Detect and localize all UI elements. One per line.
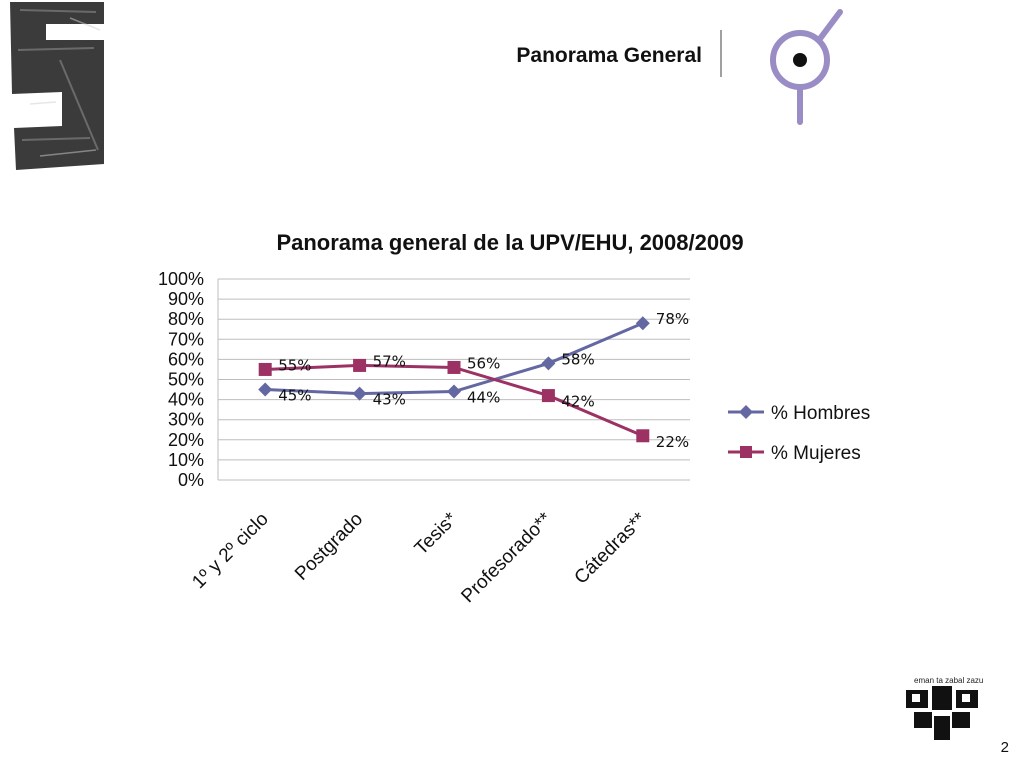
y-tick-label: 80% [168, 309, 204, 329]
y-tick-label: 40% [168, 390, 204, 410]
data-label-mujeres: 22% [656, 433, 689, 451]
x-tick-label: Cátedras** [571, 508, 651, 588]
data-label-mujeres: 56% [467, 354, 500, 372]
data-point-hombres [447, 384, 461, 399]
page-title: Panorama General [516, 44, 702, 67]
x-tick-label: Profesorado** [457, 508, 556, 607]
corner-brand-mark [10, 2, 104, 170]
chart-gridlines [217, 278, 690, 481]
chart-title: Panorama general de la UPV/EHU, 2008/200… [276, 230, 743, 255]
x-axis-ticks: 1º y 2º ciclo Postgrado Tesis*Profesorado*… [188, 508, 650, 607]
data-point-mujeres [636, 429, 650, 443]
data-point-hombres [258, 382, 273, 397]
legend-label-mujeres: % Mujeres [771, 443, 861, 464]
chart-legend: % Hombres % Mujeres [728, 403, 870, 464]
x-tick-label: Tesis* [411, 508, 462, 559]
data-point-hombres [352, 386, 367, 401]
data-label-hombres: 78% [656, 310, 689, 328]
section-logo-icon [770, 9, 843, 125]
y-tick-label: 10% [168, 450, 204, 470]
legend-label-hombres: % Hombres [771, 403, 870, 424]
data-label-mujeres: 42% [561, 393, 594, 411]
header-divider [720, 30, 722, 77]
x-tick-label: 1º y 2º ciclo [188, 509, 272, 593]
data-point-mujeres [353, 358, 367, 372]
y-tick-label: 90% [168, 289, 204, 309]
data-point-mujeres [447, 360, 461, 374]
x-tick-label: Postgrado [291, 509, 367, 585]
university-motto: eman ta zabal zazu [914, 676, 984, 685]
data-label-mujeres: 57% [373, 352, 406, 370]
y-tick-label: 30% [168, 410, 204, 430]
data-label-hombres: 45% [278, 387, 311, 405]
legend-marker-hombres [739, 405, 753, 419]
data-label-mujeres: 55% [278, 356, 311, 374]
data-label-hombres: 43% [373, 391, 406, 409]
data-point-hombres [541, 356, 556, 371]
data-point-mujeres [258, 362, 272, 376]
data-point-mujeres [541, 389, 555, 403]
data-label-hombres: 58% [561, 350, 594, 368]
university-logo-icon [906, 686, 978, 740]
y-tick-label: 50% [168, 370, 204, 390]
y-axis-ticks: 0%10%20%30%40%50%60%70%80%90%100% [158, 269, 204, 490]
data-label-hombres: 44% [467, 389, 500, 407]
data-point-hombres [635, 316, 650, 331]
chart-series: 45% 43% 44% 58% 78% 55% 57% 56% 42% 22% [258, 310, 689, 451]
y-tick-label: 70% [168, 329, 204, 349]
legend-marker-mujeres [740, 446, 752, 458]
y-tick-label: 60% [168, 349, 204, 369]
y-tick-label: 100% [158, 269, 204, 289]
y-tick-label: 0% [178, 470, 204, 490]
page-number: 2 [1000, 739, 1009, 756]
y-tick-label: 20% [168, 430, 204, 450]
